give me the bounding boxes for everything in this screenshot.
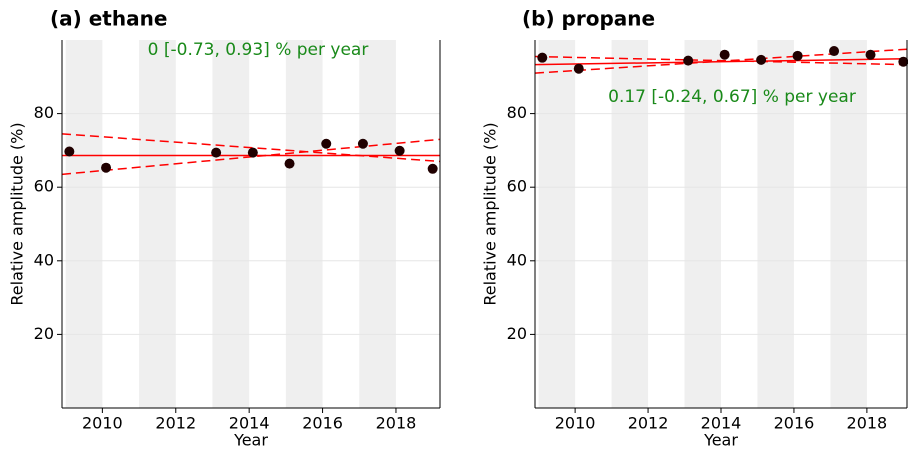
y-tick-label: 40 xyxy=(507,250,527,269)
data-point xyxy=(719,49,730,60)
x-axis-label: Year xyxy=(233,431,268,449)
shaded-band xyxy=(65,40,103,408)
x-tick-label: 2018 xyxy=(376,414,417,433)
chart-title: (a) ethane xyxy=(50,7,167,31)
y-tick-label: 60 xyxy=(507,177,527,196)
shaded-band xyxy=(684,40,721,408)
y-axis-label: Relative amplitude (%) xyxy=(481,122,500,305)
y-tick-label: 40 xyxy=(34,250,54,269)
shaded-band xyxy=(611,40,649,408)
y-axis-label: Relative amplitude (%) xyxy=(8,122,27,305)
data-point xyxy=(683,55,694,66)
shaded-band xyxy=(285,40,323,408)
x-tick-label: 2014 xyxy=(701,414,742,433)
x-tick-label: 2016 xyxy=(302,414,343,433)
panel: 20 40 60 80 2010 2012 2014 2016 2018 (b) propane 0… xyxy=(481,7,908,449)
panel: 20 40 60 80 2010 2012 2014 2016 2018 (a) ethane 0 … xyxy=(8,7,441,449)
shaded-band xyxy=(830,40,867,408)
data-point xyxy=(537,52,548,63)
chart-title: (b) propane xyxy=(522,7,655,31)
data-point xyxy=(427,163,438,174)
y-tick-label: 80 xyxy=(34,103,54,122)
data-point xyxy=(792,50,803,61)
data-point xyxy=(898,56,908,67)
data-point xyxy=(756,54,767,65)
plot-area xyxy=(535,40,907,408)
x-axis-label: Year xyxy=(703,431,738,449)
data-point xyxy=(211,147,222,158)
x-tick-label: 2016 xyxy=(774,414,815,433)
x-tick-label: 2010 xyxy=(555,414,596,433)
data-point xyxy=(573,63,584,74)
x-tick-label: 2012 xyxy=(155,414,196,433)
annotation: 0 [-0.73, 0.93] % per year xyxy=(148,40,369,60)
x-tick-label: 2010 xyxy=(82,414,123,433)
y-tick-label: 20 xyxy=(34,324,54,343)
shaded-band xyxy=(139,40,176,408)
shaded-band xyxy=(757,40,794,408)
y-tick-label: 20 xyxy=(507,324,527,343)
data-point xyxy=(64,146,75,157)
data-point xyxy=(394,145,405,156)
x-tick-label: 2014 xyxy=(229,414,270,433)
shaded-band xyxy=(359,40,396,408)
data-point xyxy=(357,138,368,149)
data-point xyxy=(829,46,840,57)
y-tick-label: 80 xyxy=(507,103,527,122)
data-point xyxy=(101,162,112,173)
data-point xyxy=(865,49,876,60)
data-point xyxy=(247,147,258,158)
x-tick-label: 2012 xyxy=(628,414,669,433)
data-point xyxy=(321,138,332,149)
trend-line xyxy=(62,133,440,163)
trend-line xyxy=(535,48,907,74)
shaded-band xyxy=(538,40,576,408)
plot-area xyxy=(62,40,440,408)
data-point xyxy=(284,158,295,169)
shaded-band xyxy=(212,40,250,408)
annotation: 0.17 [-0.24, 0.67] % per year xyxy=(608,87,856,107)
y-tick-label: 60 xyxy=(34,177,54,196)
x-tick-label: 2018 xyxy=(847,414,888,433)
